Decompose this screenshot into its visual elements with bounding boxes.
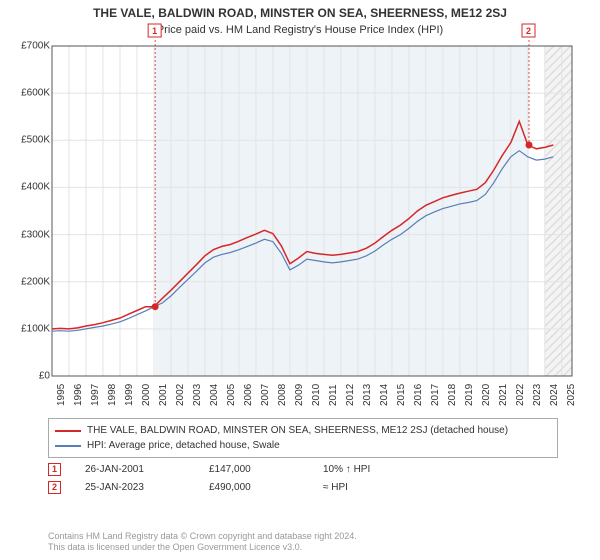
- svg-text:1: 1: [152, 26, 157, 36]
- x-tick-label: 2000: [141, 384, 143, 406]
- y-tick-label: £200K: [10, 276, 50, 287]
- y-tick-label: £300K: [10, 229, 50, 240]
- legend-label: HPI: Average price, detached house, Swal…: [87, 440, 280, 451]
- event-date: 26-JAN-2001: [85, 464, 185, 475]
- x-tick-label: 2008: [277, 384, 279, 406]
- x-tick-label: 1999: [124, 384, 126, 406]
- x-tick-label: 2007: [260, 384, 262, 406]
- svg-text:2: 2: [526, 26, 531, 36]
- y-tick-label: £100K: [10, 323, 50, 334]
- legend-item: THE VALE, BALDWIN ROAD, MINSTER ON SEA, …: [55, 423, 551, 438]
- legend-item: HPI: Average price, detached house, Swal…: [55, 438, 551, 453]
- chart-svg: 12: [52, 46, 572, 376]
- x-tick-label: 2016: [413, 384, 415, 406]
- x-tick-label: 2002: [175, 384, 177, 406]
- x-tick-label: 2015: [396, 384, 398, 406]
- legend-swatch: [55, 445, 81, 447]
- event-date: 25-JAN-2023: [85, 482, 185, 493]
- x-tick-label: 2010: [311, 384, 313, 406]
- x-tick-label: 2005: [226, 384, 228, 406]
- legend-swatch: [55, 430, 81, 432]
- x-tick-label: 2004: [209, 384, 211, 406]
- x-tick-label: 2013: [362, 384, 364, 406]
- y-tick-label: £400K: [10, 182, 50, 193]
- y-tick-label: £500K: [10, 135, 50, 146]
- x-tick-label: 2003: [192, 384, 194, 406]
- footnote: Contains HM Land Registry data © Crown c…: [48, 531, 357, 554]
- x-tick-label: 1996: [73, 384, 75, 406]
- x-tick-label: 2018: [447, 384, 449, 406]
- event-marker: 2: [48, 481, 61, 494]
- page-subtitle: Price paid vs. HM Land Registry's House …: [0, 20, 600, 36]
- x-tick-label: 2024: [549, 384, 551, 406]
- legend: THE VALE, BALDWIN ROAD, MINSTER ON SEA, …: [48, 418, 558, 458]
- x-tick-label: 2017: [430, 384, 432, 406]
- x-tick-label: 2021: [498, 384, 500, 406]
- x-tick-label: 2025: [566, 384, 568, 406]
- x-tick-label: 2022: [515, 384, 517, 406]
- y-tick-label: £700K: [10, 41, 50, 52]
- x-tick-label: 2014: [379, 384, 381, 406]
- event-price: £490,000: [209, 482, 299, 493]
- legend-label: THE VALE, BALDWIN ROAD, MINSTER ON SEA, …: [87, 425, 508, 436]
- x-tick-label: 1997: [90, 384, 92, 406]
- x-tick-label: 1995: [56, 384, 58, 406]
- y-tick-label: £0: [10, 371, 50, 382]
- event-price: £147,000: [209, 464, 299, 475]
- x-tick-label: 2001: [158, 384, 160, 406]
- event-row: 2 25-JAN-2023 £490,000 ≈ HPI: [48, 478, 558, 496]
- event-note: ≈ HPI: [323, 482, 348, 493]
- x-tick-label: 2006: [243, 384, 245, 406]
- event-note: 10% ↑ HPI: [323, 464, 370, 475]
- event-marker: 1: [48, 463, 61, 476]
- chart-area: £0£100K£200K£300K£400K£500K£600K£700K 12…: [10, 46, 590, 408]
- plot-area: 12: [52, 46, 572, 376]
- x-tick-label: 2019: [464, 384, 466, 406]
- x-tick-label: 2011: [328, 384, 330, 406]
- y-tick-label: £600K: [10, 88, 50, 99]
- x-tick-label: 2023: [532, 384, 534, 406]
- x-tick-label: 2009: [294, 384, 296, 406]
- page-title: THE VALE, BALDWIN ROAD, MINSTER ON SEA, …: [0, 0, 600, 20]
- event-row: 1 26-JAN-2001 £147,000 10% ↑ HPI: [48, 460, 558, 478]
- x-tick-label: 1998: [107, 384, 109, 406]
- x-tick-label: 2012: [345, 384, 347, 406]
- footnote-line-1: Contains HM Land Registry data © Crown c…: [48, 531, 357, 543]
- footnote-line-2: This data is licensed under the Open Gov…: [48, 542, 357, 554]
- event-table: 1 26-JAN-2001 £147,000 10% ↑ HPI 2 25-JAN-202…: [48, 460, 558, 496]
- x-tick-label: 2020: [481, 384, 483, 406]
